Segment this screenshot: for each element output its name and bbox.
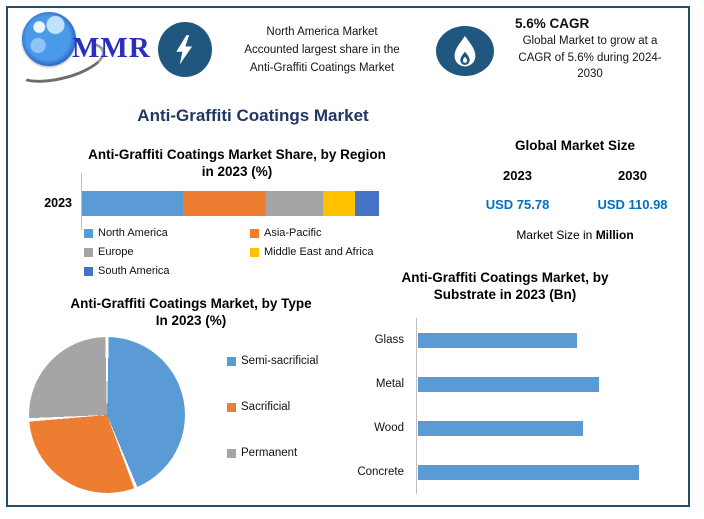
substrate-category-label: Wood xyxy=(374,422,404,434)
outer-frame xyxy=(6,6,690,507)
substrate-bar-concrete xyxy=(418,464,640,480)
substrate-title-line: Anti-Graffiti Coatings Market, by xyxy=(401,270,609,285)
region-segment-south-america xyxy=(355,191,380,216)
substrate-category-label: Concrete xyxy=(357,466,404,478)
region-legend: North America Asia-Pacific Europe Middle Ea… xyxy=(84,227,396,277)
legend-swatch xyxy=(84,228,93,238)
highlight-line: Accounted largest share in the xyxy=(244,44,400,56)
region-stacked-bar xyxy=(82,191,380,216)
legend-swatch xyxy=(84,247,93,257)
cagr-title: 5.6% CAGR xyxy=(515,16,590,31)
legend-item-semi-sacrificial: Semi-sacrificial xyxy=(227,355,318,367)
region-segment-asia-pacific xyxy=(182,191,267,216)
market-size-note: Market Size in Million xyxy=(460,228,690,242)
pie-chart xyxy=(29,337,185,493)
pie-chart-title: Anti-Graffiti Coatings Market, by Type I… xyxy=(31,295,351,329)
market-size-value-2030: USD 110.98 xyxy=(597,197,668,212)
pie-title-line: In 2023 (%) xyxy=(155,313,227,328)
cagr-body: Global Market to grow at a CAGR of 5.6% … xyxy=(503,33,677,83)
substrate-bar-track xyxy=(418,332,688,348)
mmr-logo: MMR xyxy=(11,8,174,91)
region-title-line: Anti-Graffiti Coatings Market Share, by … xyxy=(88,147,386,162)
flame-icon xyxy=(454,35,476,67)
region-chart-title: Anti-Graffiti Coatings Market Share, by … xyxy=(57,146,417,180)
region-segment-middle-east-and-africa xyxy=(322,191,356,216)
legend-swatch xyxy=(250,228,259,238)
region-segment-north-america xyxy=(82,191,183,216)
substrate-category-label: Metal xyxy=(375,378,404,390)
cagr-line: CAGR of 5.6% during 2024- xyxy=(518,51,662,64)
flame-badge xyxy=(436,26,494,76)
market-size-values: USD 75.78 USD 110.98 xyxy=(460,197,690,212)
logo-text: MMR xyxy=(72,32,151,64)
market-size-year-2023: 2023 xyxy=(503,168,532,183)
legend-label: North America xyxy=(98,227,168,239)
legend-label: South America xyxy=(98,265,170,277)
cagr-block: 5.6% CAGR Global Market to grow at a CAG… xyxy=(503,16,677,83)
legend-item-permanent: Permanent xyxy=(227,447,318,459)
substrate-title-line: Substrate in 2023 (Bn) xyxy=(433,287,577,302)
pie-legend: Semi-sacrificial Sacrificial Permanent xyxy=(227,355,318,459)
legend-swatch xyxy=(84,266,93,276)
legend-item-middle-east-and-africa: Middle East and Africa xyxy=(250,246,396,258)
legend-swatch xyxy=(227,448,236,458)
substrate-row-wood: Wood xyxy=(350,406,688,450)
lightning-badge xyxy=(158,22,212,77)
region-y-axis xyxy=(81,173,82,230)
legend-swatch xyxy=(250,247,259,257)
substrate-chart-title: Anti-Graffiti Coatings Market, by Substr… xyxy=(360,269,650,303)
substrate-category-label: Glass xyxy=(374,334,404,346)
substrate-row-metal: Metal xyxy=(350,362,688,406)
legend-item-north-america: North America xyxy=(84,227,250,239)
legend-item-south-america: South America xyxy=(84,265,250,277)
market-size-year-2030: 2030 xyxy=(618,168,647,183)
legend-label: Sacrificial xyxy=(241,401,291,413)
substrate-row-concrete: Concrete xyxy=(350,450,688,494)
lightning-icon xyxy=(176,34,193,65)
highlight-line: Anti-Graffiti Coatings Market xyxy=(249,62,395,74)
market-size-value-2023: USD 75.78 xyxy=(485,197,550,212)
substrate-bar-track xyxy=(418,420,688,436)
legend-item-asia-pacific: Asia-Pacific xyxy=(250,227,396,239)
cagr-line: 2030 xyxy=(577,68,603,80)
substrate-bars: Glass Metal Wood Concrete xyxy=(350,318,688,494)
legend-item-sacrificial: Sacrificial xyxy=(227,401,318,413)
cagr-line: Global Market to grow at a xyxy=(522,35,658,47)
substrate-bar-track xyxy=(418,376,688,392)
legend-label: Europe xyxy=(98,246,134,258)
market-size-block: Global Market Size 2023 2030 USD 75.78 U… xyxy=(460,138,690,242)
legend-label: Permanent xyxy=(241,447,298,459)
substrate-bar-metal xyxy=(418,376,599,392)
legend-swatch xyxy=(227,356,236,366)
market-size-years: 2023 2030 xyxy=(460,168,690,183)
substrate-bar-wood xyxy=(418,420,583,436)
substrate-y-axis xyxy=(416,318,417,494)
pie-title-line: Anti-Graffiti Coatings Market, by Type xyxy=(70,296,312,311)
legend-swatch xyxy=(227,402,236,412)
legend-item-europe: Europe xyxy=(84,246,250,258)
region-title-line: in 2023 (%) xyxy=(201,164,273,179)
market-size-note-prefix: Market Size in xyxy=(516,228,593,242)
legend-label: Asia-Pacific xyxy=(264,227,322,239)
region-segment-europe xyxy=(266,191,323,216)
legend-label: Semi-sacrificial xyxy=(241,355,319,367)
highlight-line: North America Market xyxy=(266,26,378,38)
substrate-row-glass: Glass xyxy=(350,318,688,362)
substrate-bar-glass xyxy=(418,332,578,348)
header-highlight-text: North America Market Accounted largest s… xyxy=(215,23,429,77)
legend-label: Middle East and Africa xyxy=(264,246,374,258)
market-size-title: Global Market Size xyxy=(514,138,636,153)
market-size-note-emphasis: Million xyxy=(595,228,634,242)
substrate-bar-track xyxy=(418,464,688,480)
region-category-label: 2023 xyxy=(44,196,72,210)
page-title: Anti-Graffiti Coatings Market xyxy=(137,106,369,125)
globe-icon xyxy=(22,12,76,66)
